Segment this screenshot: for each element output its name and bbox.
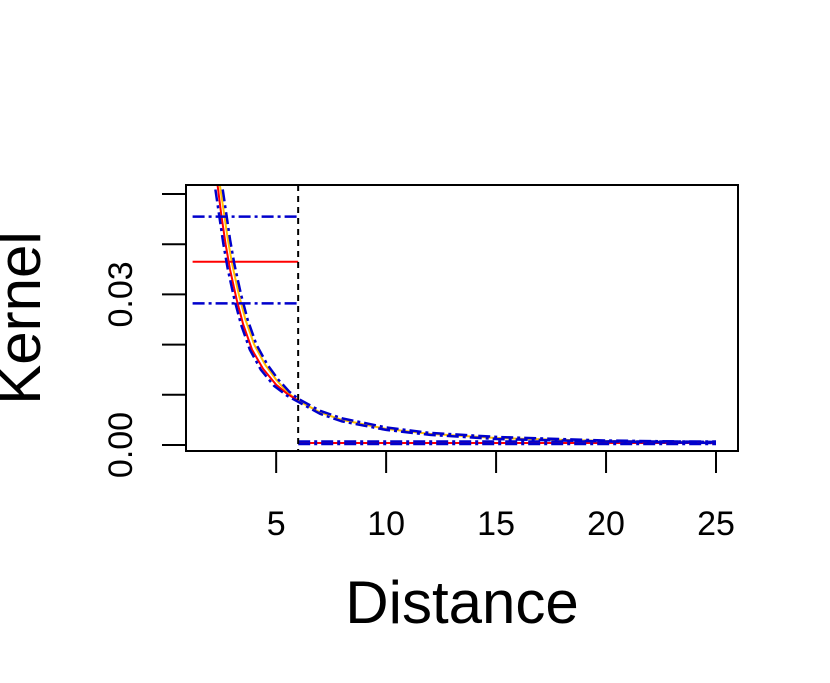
x-tick-label: 25: [697, 505, 735, 543]
x-axis-title: Distance: [345, 569, 578, 636]
series-line-1: [218, 185, 717, 444]
y-tick-label: 0.00: [102, 412, 140, 478]
x-axis: 5 10 15 20 25: [267, 451, 735, 543]
series-line-7: [220, 185, 717, 444]
series-line-2: [216, 185, 299, 402]
series-line-8: [213, 185, 717, 445]
plot-frame: [185, 184, 739, 452]
y-axis: 0.00 0.03: [102, 193, 186, 478]
x-tick-label: 20: [587, 505, 625, 543]
x-tick-label: 15: [477, 505, 515, 543]
x-tick-label: 10: [367, 505, 405, 543]
series-layer: [192, 185, 717, 446]
y-axis-title: Kernel: [0, 231, 53, 404]
y-tick-label: 0.03: [102, 261, 140, 327]
x-tick-label: 5: [267, 505, 286, 543]
